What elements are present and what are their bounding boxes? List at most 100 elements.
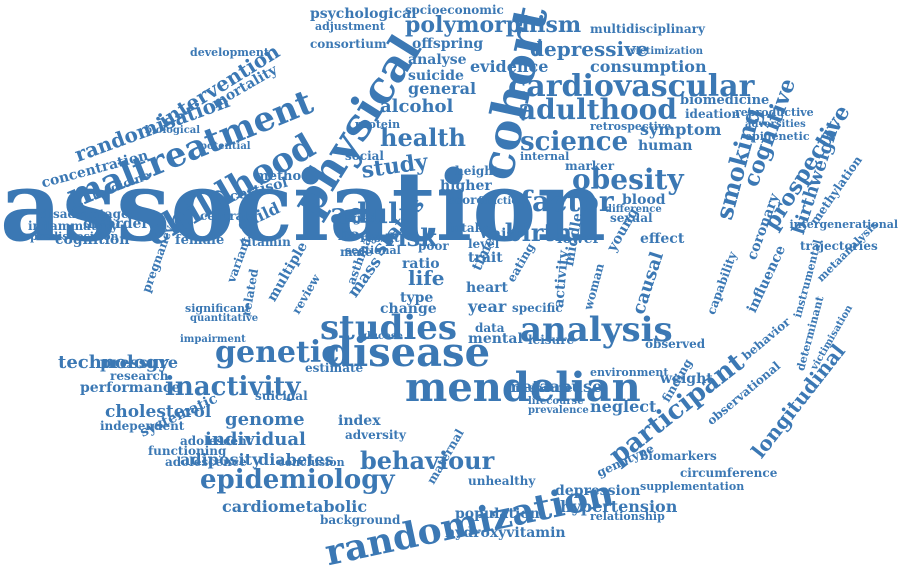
word-suicidal: suicidal <box>255 389 308 404</box>
word-studies: studies <box>320 307 458 348</box>
word-higher: higher <box>440 177 492 194</box>
word-ideation: ideation <box>685 107 741 122</box>
word-performance: performance <box>80 379 181 396</box>
word-environment: environment <box>590 366 669 380</box>
word-heart: heart <box>466 279 508 296</box>
word-difference: difference <box>605 204 662 215</box>
word-inflammatory: inflammatory <box>28 219 118 234</box>
word-pressure: pressure <box>100 353 179 373</box>
word-neglect: neglect <box>590 397 657 417</box>
word-observed: observed <box>645 337 706 352</box>
word-life: life <box>408 266 445 290</box>
word-ratio: ratio <box>402 255 440 272</box>
word-lifecourse: lifecourse <box>528 396 584 407</box>
word-method: method <box>255 168 311 184</box>
word-birth: birth <box>505 217 573 247</box>
word-change: change <box>380 300 437 317</box>
word-protein: protein <box>355 118 401 132</box>
word-science: science <box>520 127 629 158</box>
word-alcohol: alcohol <box>380 95 454 117</box>
word-score: score <box>448 193 485 208</box>
word-female: female <box>175 232 225 248</box>
word-adult: adult <box>330 196 412 230</box>
word-height: height <box>455 164 499 179</box>
word-epidemiology: epidemiology <box>200 465 395 496</box>
word-sectional: sectional <box>345 244 401 258</box>
word-review: review <box>289 272 323 317</box>
word-biomarkers: biomarkers <box>640 449 717 464</box>
word-aged: aged <box>345 211 378 226</box>
word-consortium: consortium <box>310 37 387 52</box>
word-measure: measure <box>515 381 573 396</box>
word-causal: causal <box>628 248 668 317</box>
word-analyse: analyse <box>408 51 467 68</box>
word-index: index <box>338 412 381 429</box>
word-cognition: cognition <box>55 231 130 248</box>
word-data: data <box>475 321 505 336</box>
word-result: result <box>360 231 400 246</box>
word-central: central <box>200 209 248 224</box>
word-estimate: estimate <box>305 361 364 376</box>
word-adolescent: adolescent <box>180 434 253 449</box>
word-unhealthy: unhealthy <box>468 474 536 489</box>
word-evidence: evidence <box>470 57 549 77</box>
word-epigenetic: epigenetic <box>745 130 810 144</box>
word-hydroxyvitamin: hydroxyvitamin <box>445 524 566 541</box>
word-multidisciplinary: multidisciplinary <box>590 22 705 37</box>
word-consumption: consumption <box>590 57 707 77</box>
word-intake: intake <box>448 221 491 236</box>
word-hypertension: hypertension <box>560 497 678 517</box>
word-trait: trait <box>468 249 503 266</box>
word-predisposition: predisposition <box>30 230 119 244</box>
word-diabetes: diabetes <box>258 450 334 470</box>
word-retrospective: retrospective <box>590 120 672 134</box>
word-glucose: glucose <box>360 331 403 342</box>
word-blood: blood <box>622 191 666 208</box>
word-body: body <box>338 225 381 245</box>
word-metaabuse: metaabuse <box>505 377 603 397</box>
word-human: human <box>638 137 693 154</box>
word-adulthood: adulthood <box>518 92 677 126</box>
word-function: function <box>478 196 526 207</box>
word-vitamin: vitamin <box>240 235 291 250</box>
word-behaviour: behaviour <box>360 445 495 475</box>
word-male: male <box>340 245 373 260</box>
word-background: background <box>320 513 401 528</box>
word-relationship: relationship <box>590 510 665 524</box>
word-mental: mental <box>468 330 523 347</box>
word-independent: independent <box>100 419 185 434</box>
word-socioeconomic: socioeconomic <box>405 3 504 18</box>
word-marker: marker <box>565 159 615 174</box>
word-internal: internal <box>520 150 570 164</box>
word-development: development <box>190 46 270 60</box>
word-level: level <box>468 237 500 252</box>
word-type: type <box>400 289 434 306</box>
word-lower: lower <box>557 230 600 247</box>
word-adiposity: adiposity <box>180 450 262 470</box>
word-cardiovascular: cardiovascular <box>508 69 755 104</box>
word-capability: capability <box>704 250 740 317</box>
word-victimization: victimization <box>630 46 704 57</box>
word-potential: potential <box>200 141 251 152</box>
word-factor: factor <box>520 184 614 218</box>
word-intergenerational: intergenerational <box>789 218 898 232</box>
word-genome: genome <box>225 408 305 430</box>
word-depressive: depressive <box>530 37 649 61</box>
word-trajectories: trajectories <box>800 239 878 254</box>
word-general: general <box>408 79 477 99</box>
word-poor: poor <box>418 239 449 254</box>
word-adversities: adversities <box>745 119 806 130</box>
word-depression: depression <box>555 482 641 499</box>
word-health: health <box>380 122 466 152</box>
word-technology: technology <box>58 351 169 373</box>
word-weight: weight <box>660 370 713 387</box>
word-woman: woman <box>581 262 607 312</box>
word-cholesterol: cholesterol <box>105 402 212 423</box>
word-analysis: analysis <box>520 309 673 350</box>
word-waist: waist <box>480 225 521 242</box>
word-inactivity: inactivity <box>165 372 301 403</box>
word-adolescence: adolescence <box>165 455 247 470</box>
word-psychological: psychological <box>310 5 417 22</box>
word-adversity: adversity <box>345 428 406 443</box>
word-population: population <box>455 505 540 522</box>
